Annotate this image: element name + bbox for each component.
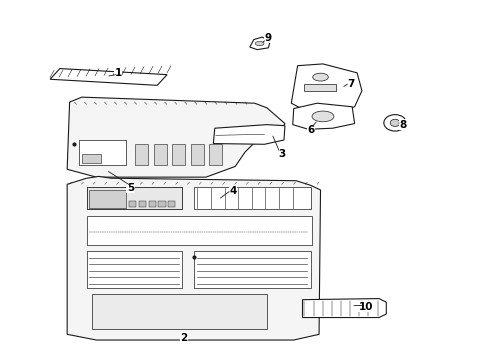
Bar xyxy=(135,144,148,165)
Circle shape xyxy=(390,119,400,126)
Bar xyxy=(148,201,156,207)
Polygon shape xyxy=(291,64,362,113)
Bar xyxy=(304,84,336,91)
Bar xyxy=(172,144,185,165)
Bar xyxy=(129,201,136,207)
Text: 6: 6 xyxy=(307,125,315,135)
Bar xyxy=(82,154,101,163)
Circle shape xyxy=(384,114,406,131)
Polygon shape xyxy=(293,103,355,129)
Bar xyxy=(168,201,175,207)
Bar xyxy=(154,144,167,165)
Text: 8: 8 xyxy=(400,120,407,130)
Text: 3: 3 xyxy=(278,149,285,159)
Bar xyxy=(87,187,182,209)
Text: 9: 9 xyxy=(264,33,271,43)
Polygon shape xyxy=(67,176,320,340)
Text: 10: 10 xyxy=(359,302,373,312)
Polygon shape xyxy=(250,37,270,50)
Bar xyxy=(87,251,182,288)
Polygon shape xyxy=(302,298,386,318)
Text: 1: 1 xyxy=(115,68,122,78)
Ellipse shape xyxy=(255,41,264,46)
Bar xyxy=(191,144,203,165)
Text: 7: 7 xyxy=(347,79,355,89)
Polygon shape xyxy=(50,68,167,85)
Text: 5: 5 xyxy=(127,183,134,193)
Bar xyxy=(87,216,312,245)
Ellipse shape xyxy=(313,73,328,81)
Ellipse shape xyxy=(312,111,334,122)
Text: 4: 4 xyxy=(229,186,237,197)
Text: 2: 2 xyxy=(180,333,188,343)
Bar xyxy=(79,140,125,165)
Bar xyxy=(92,294,267,329)
Bar xyxy=(209,144,222,165)
Polygon shape xyxy=(213,125,285,144)
Bar xyxy=(194,251,311,288)
Bar xyxy=(158,201,166,207)
Bar xyxy=(194,187,311,209)
Polygon shape xyxy=(67,97,285,177)
Bar xyxy=(139,201,146,207)
Bar xyxy=(89,190,125,207)
